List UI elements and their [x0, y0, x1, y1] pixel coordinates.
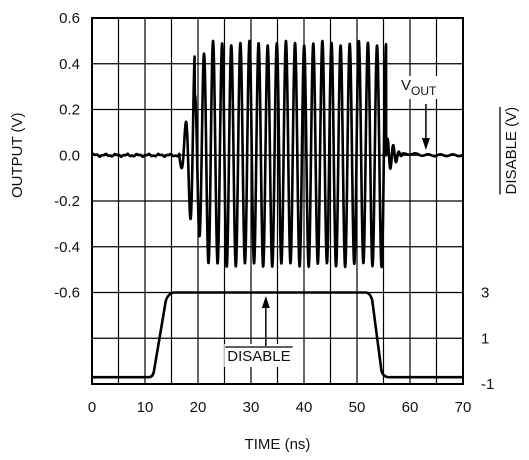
vout-arrow-head	[421, 138, 430, 150]
x-axis-label: TIME (ns)	[245, 436, 311, 453]
y-axis-label-right-text: DISABLE (V)	[503, 107, 520, 195]
y-tick-label-left: -0.2	[54, 193, 80, 210]
y-tick-label-left: 0.6	[59, 10, 80, 27]
x-tick-label: 20	[190, 399, 207, 416]
disable-annotation: DISABLE	[227, 348, 290, 365]
disable-label-bg	[224, 344, 294, 367]
y-axis-label-left: OUTPUT (V)	[9, 112, 26, 198]
x-tick-label: 10	[137, 399, 154, 416]
tick-labels: 0 10 20 30 40 50 60 70 0.6 0.4 0.2 0.0 -0.2 -0.4 -0.6 3…	[54, 10, 494, 416]
y-tick-label-right: 3	[481, 285, 489, 302]
y-tick-label-left: 0.4	[59, 56, 80, 73]
plot-frame	[91, 17, 464, 385]
disable-arrow-head	[261, 296, 270, 308]
y-tick-label-right: -1	[481, 376, 494, 393]
series-vout-line	[91, 39, 464, 269]
y-axis-label-right: DISABLE (V)	[499, 106, 520, 195]
y-tick-label-left: -0.6	[54, 285, 80, 302]
x-tick-label: 0	[88, 399, 96, 416]
vout-subscript: OUT	[411, 84, 437, 98]
annotations: VOUT DISABLE	[224, 76, 441, 367]
x-tick-label: 50	[349, 399, 366, 416]
y-tick-label-left: 0.0	[59, 147, 80, 164]
vout-label-bg	[398, 76, 441, 99]
x-tick-label: 40	[296, 399, 313, 416]
vout-main: V	[401, 77, 411, 94]
traces	[91, 39, 464, 379]
series-disable-line	[92, 291, 463, 379]
x-tick-label: 30	[243, 399, 260, 416]
y-tick-label-left: 0.2	[59, 102, 80, 119]
x-tick-label: 60	[402, 399, 419, 416]
y-tick-label-right: 1	[481, 330, 489, 347]
y-tick-label-left: -0.4	[54, 239, 80, 256]
x-tick-label: 70	[455, 399, 472, 416]
vout-annotation: VOUT	[401, 77, 437, 98]
